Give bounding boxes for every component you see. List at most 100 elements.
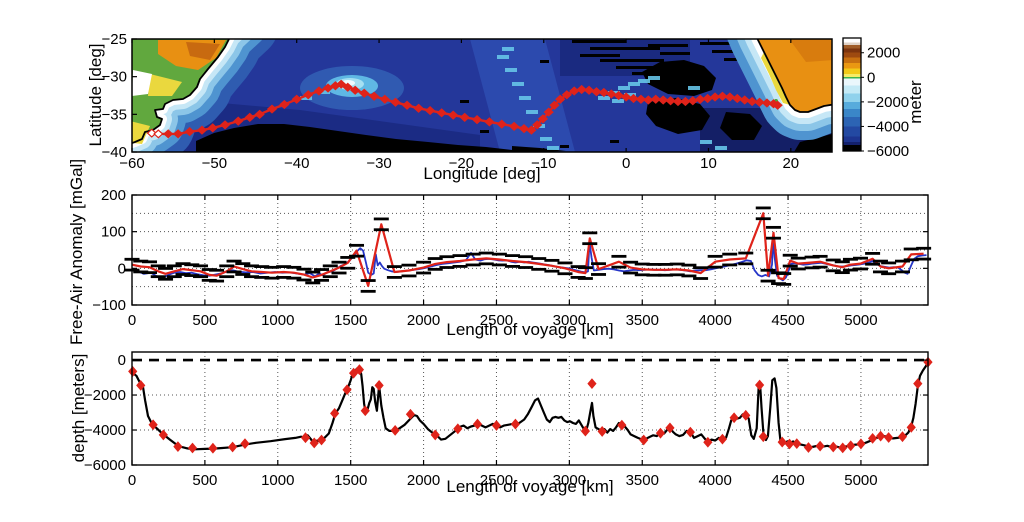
errorbar-cap-top <box>427 257 443 260</box>
track-station-diamond <box>484 117 495 127</box>
track-station-diamond <box>254 109 265 119</box>
map-y-tick-label: −40 <box>102 144 127 161</box>
colorbar-tick-label: −6000 <box>867 143 909 160</box>
errorbar-cap-bottom <box>755 217 771 221</box>
depth-y-tick-label: −6000 <box>84 457 126 474</box>
track-station-diamond <box>369 91 380 101</box>
colorbar-tick-label: −4000 <box>867 118 909 135</box>
errorbar-cap-top <box>193 264 209 268</box>
map-frame <box>131 38 833 153</box>
depth-station-diamond <box>360 405 370 417</box>
black-speck <box>460 100 469 103</box>
cyan-speck <box>505 68 517 72</box>
errorbar-cap-bottom <box>881 272 897 276</box>
deep-streak-black <box>580 54 620 57</box>
track-station-diamond <box>413 103 424 113</box>
errorbar-cap-top <box>611 254 627 258</box>
errorbar-cap-top <box>158 267 174 270</box>
errorbar-cap-top <box>812 254 828 258</box>
depth-station-diamond <box>703 436 713 448</box>
errorbar-cap-top <box>853 256 869 260</box>
errorbar-cap-bottom <box>427 267 443 271</box>
errorbar-cap-top <box>184 263 200 267</box>
errorbar-cap-bottom <box>296 278 312 282</box>
sa-yellow-patch <box>148 74 182 96</box>
errorbar-cap-bottom <box>416 271 432 275</box>
depth-x-tick-label: 3000 <box>553 472 586 489</box>
errorbar-cap-bottom <box>452 265 468 268</box>
errorbar-cap-top <box>491 252 507 256</box>
cyan-speck <box>612 99 624 103</box>
depth-station-diamond <box>510 418 521 430</box>
depth-station-diamond <box>430 429 440 441</box>
track-station-diamond <box>672 96 684 107</box>
track-station-diamond <box>650 94 661 104</box>
depth-station-diamond <box>597 426 607 437</box>
track-station-diamond <box>153 129 164 139</box>
errorbar-cap-bottom <box>903 258 919 262</box>
depth-station-diamond <box>803 442 814 453</box>
errorbar-cap-top <box>373 217 389 221</box>
black-speck <box>560 145 569 148</box>
errorbar-cap-bottom <box>782 264 798 268</box>
cyan-speck <box>512 82 524 86</box>
errorbar-cap-top <box>722 252 738 256</box>
cyan-speck <box>300 96 312 100</box>
errorbar-cap-bottom <box>340 266 356 270</box>
depth-x-tick-label: 1000 <box>261 472 294 489</box>
depth-station-diamond <box>838 442 848 454</box>
gravity-ylabel: Free-Air Anomaly [mGal] <box>67 159 86 345</box>
gravity-y-tick-label: 200 <box>101 187 126 204</box>
errorbar-cap-bottom <box>465 263 481 267</box>
errorbar-cap-top <box>235 262 251 266</box>
errorbar-cap-top <box>416 260 432 264</box>
track-station-diamond <box>754 97 765 107</box>
argentine-basin-black <box>196 124 512 152</box>
errorbar-cap-top <box>782 253 798 257</box>
errorbar-cap-bottom <box>305 281 321 285</box>
depth-x-tick-label: 3500 <box>626 472 659 489</box>
errorbar-cap-top <box>133 259 149 263</box>
depth-station-diamond <box>128 366 138 377</box>
track-station-diamond <box>196 125 208 135</box>
errorbar-cap-top <box>765 225 781 229</box>
errorbar-cap-bottom <box>825 269 841 273</box>
depth-ylabel: depth [meters] <box>69 354 88 463</box>
errorbar-cap-top <box>582 231 598 235</box>
errorbar-cap-top <box>276 265 292 268</box>
errorbar-cap-bottom <box>276 276 292 279</box>
track-station-diamond <box>173 129 184 139</box>
track-station-diamond <box>350 85 361 95</box>
errorbar-cap-bottom <box>853 267 869 271</box>
map-axes: −60 −50 −40 −30 −20 −10 0 10 20 −25 −30 −35 −40 <box>102 31 833 172</box>
gravity-x-tick-label: 0 <box>128 312 136 329</box>
depth-station-diamond <box>665 422 675 434</box>
cyan-speck <box>715 146 727 150</box>
gravity-grid <box>132 195 928 305</box>
gravity-frame <box>131 194 929 306</box>
errorbar-cap-top <box>465 252 481 256</box>
track-station-diamond <box>680 96 691 107</box>
cyan-speck <box>638 79 650 83</box>
cyan-speck <box>688 86 700 90</box>
echo-depth-line <box>131 361 930 451</box>
gravity-x-tick-label: 3500 <box>626 312 659 329</box>
errorbar-cap-bottom <box>244 275 260 279</box>
errorbar-cap-top <box>478 251 494 255</box>
track-station-diamond <box>342 82 353 92</box>
track-station-diamond <box>207 123 218 133</box>
gravity-series <box>124 206 932 293</box>
depth-station-diamond <box>913 378 923 390</box>
gravity-y-tick-label: −100 <box>92 297 126 314</box>
depth-station-diamond <box>758 431 768 443</box>
errorbar-cap-bottom <box>722 263 738 267</box>
depth-station-diamond <box>354 364 365 376</box>
depth-station-diamond <box>472 418 483 430</box>
errorbar-cap-top <box>264 265 280 269</box>
track-station-diamond <box>291 94 302 104</box>
depth-station-diamond <box>884 432 894 443</box>
errorbar-cap-bottom <box>235 273 251 276</box>
cyan-speck <box>700 140 712 144</box>
track-station-diamond <box>709 92 721 102</box>
cyan-speck <box>547 146 559 150</box>
